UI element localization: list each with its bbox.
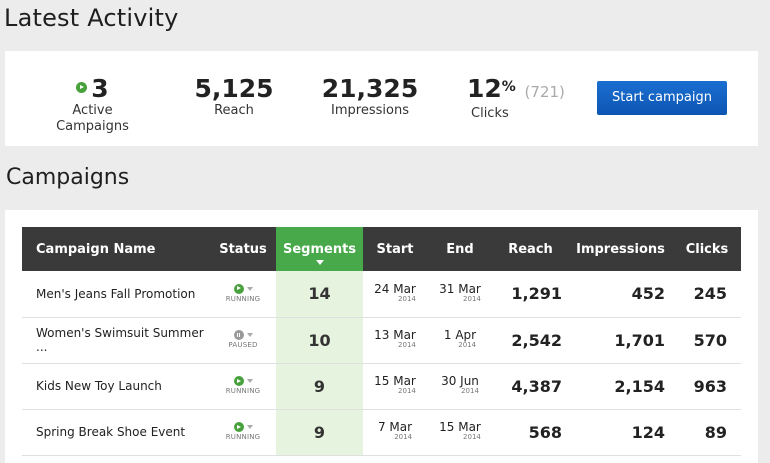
stat-active-campaigns: 3 Active Campaigns — [35, 75, 150, 135]
segments-value: 10 — [276, 317, 363, 364]
campaign-name[interactable]: Spring Break Shoe Event — [22, 409, 210, 456]
campaigns-title: Campaigns — [6, 165, 130, 190]
status-text: RUNNING — [225, 433, 261, 441]
stat-impressions-label: Impressions — [331, 103, 409, 118]
chevron-down-icon — [246, 333, 253, 337]
campaigns-table: Campaign Name Status Segments Start End … — [22, 227, 741, 456]
start-date: 24 Mar — [374, 281, 416, 296]
stat-reach: 5,125 Reach — [193, 75, 275, 119]
start-year: 2014 — [394, 433, 413, 441]
stat-clicks-value: 12 — [467, 74, 502, 103]
segments-value: 14 — [276, 271, 363, 318]
start-year: 2014 — [398, 341, 416, 349]
segments-value: 9 — [276, 409, 363, 456]
start-date: 13 Mar — [374, 328, 416, 342]
table-row[interactable]: Spring Break Shoe Event RUNNING 9 7 Mar 2… — [22, 409, 741, 456]
stat-clicks-count: (721) — [524, 83, 565, 101]
play-icon — [233, 283, 244, 294]
end-year: 2014 — [463, 294, 481, 303]
status-text: RUNNING — [225, 387, 261, 395]
activity-summary: 3 Active Campaigns 5,125 Reach 21,325 Im… — [5, 51, 758, 146]
page-title: Latest Activity — [4, 4, 179, 32]
pause-icon — [233, 330, 244, 340]
reach-value: 1,291 — [493, 271, 568, 318]
stat-active-value: 3 — [91, 74, 109, 103]
status-toggle[interactable]: RUNNING — [225, 283, 261, 304]
table-row[interactable]: Men's Jeans Fall Promotion RUNNING 14 24… — [22, 271, 741, 318]
start-year: 2014 — [398, 387, 416, 395]
impressions-value: 452 — [568, 271, 673, 318]
col-reach[interactable]: Reach — [493, 227, 568, 271]
stat-active-label: Active Campaigns — [56, 103, 129, 134]
segments-value: 9 — [276, 363, 363, 410]
play-icon — [233, 422, 244, 432]
clicks-value: 89 — [673, 409, 741, 456]
campaigns-panel: Campaign Name Status Segments Start End … — [5, 210, 758, 463]
chevron-down-icon — [246, 425, 253, 429]
col-status[interactable]: Status — [210, 227, 276, 271]
start-year: 2014 — [398, 294, 416, 303]
col-campaign-name[interactable]: Campaign Name — [22, 227, 210, 271]
stat-clicks-pct: % — [501, 79, 516, 95]
stat-impressions: 21,325 Impressions — [320, 75, 420, 119]
table-row[interactable]: Women's Swimsuit Summer ... PAUSED 10 13… — [22, 317, 741, 364]
campaign-name[interactable]: Men's Jeans Fall Promotion — [22, 271, 210, 318]
reach-value: 568 — [493, 409, 568, 456]
chevron-down-icon — [246, 286, 253, 291]
table-header-row: Campaign Name Status Segments Start End … — [22, 227, 741, 271]
col-start[interactable]: Start — [363, 227, 427, 271]
end-year: 2014 — [458, 341, 477, 349]
end-year: 2014 — [463, 433, 481, 441]
end-year: 2014 — [461, 387, 479, 395]
impressions-value: 1,701 — [568, 317, 673, 364]
impressions-value: 124 — [568, 409, 673, 456]
stat-reach-value: 5,125 — [194, 74, 274, 103]
status-text: RUNNING — [225, 294, 261, 303]
stat-reach-label: Reach — [214, 103, 254, 118]
stat-impressions-value: 21,325 — [321, 74, 419, 103]
status-toggle[interactable]: RUNNING — [226, 376, 261, 396]
play-icon — [233, 376, 244, 386]
end-date: 30 Jun — [441, 374, 479, 388]
col-end[interactable]: End — [427, 227, 493, 271]
end-date: 15 Mar — [439, 420, 481, 434]
start-date: 7 Mar — [377, 420, 413, 434]
end-date: 1 Apr — [443, 328, 477, 342]
col-segments[interactable]: Segments — [276, 227, 363, 271]
stat-clicks: 12% (721) Clicks — [467, 75, 577, 122]
start-date: 15 Mar — [374, 374, 416, 388]
reach-value: 4,387 — [493, 363, 568, 410]
end-date: 31 Mar — [439, 281, 481, 296]
col-impressions[interactable]: Impressions — [568, 227, 673, 271]
reach-value: 2,542 — [493, 317, 568, 364]
clicks-value: 245 — [673, 271, 741, 318]
campaign-name[interactable]: Kids New Toy Launch — [22, 363, 210, 410]
status-text: PAUSED — [228, 341, 258, 349]
chevron-down-icon — [246, 379, 253, 383]
campaign-name[interactable]: Women's Swimsuit Summer ... — [22, 317, 210, 364]
impressions-value: 2,154 — [568, 363, 673, 410]
col-clicks[interactable]: Clicks — [673, 227, 741, 271]
start-campaign-button[interactable]: Start campaign — [597, 81, 727, 115]
play-icon — [76, 81, 88, 93]
status-toggle[interactable]: PAUSED — [228, 330, 257, 350]
clicks-value: 570 — [673, 317, 741, 364]
clicks-value: 963 — [673, 363, 741, 410]
status-toggle[interactable]: RUNNING — [226, 422, 261, 442]
table-row[interactable]: Kids New Toy Launch RUNNING 9 15 Mar 2014… — [22, 363, 741, 410]
stat-clicks-label: Clicks — [471, 106, 509, 121]
